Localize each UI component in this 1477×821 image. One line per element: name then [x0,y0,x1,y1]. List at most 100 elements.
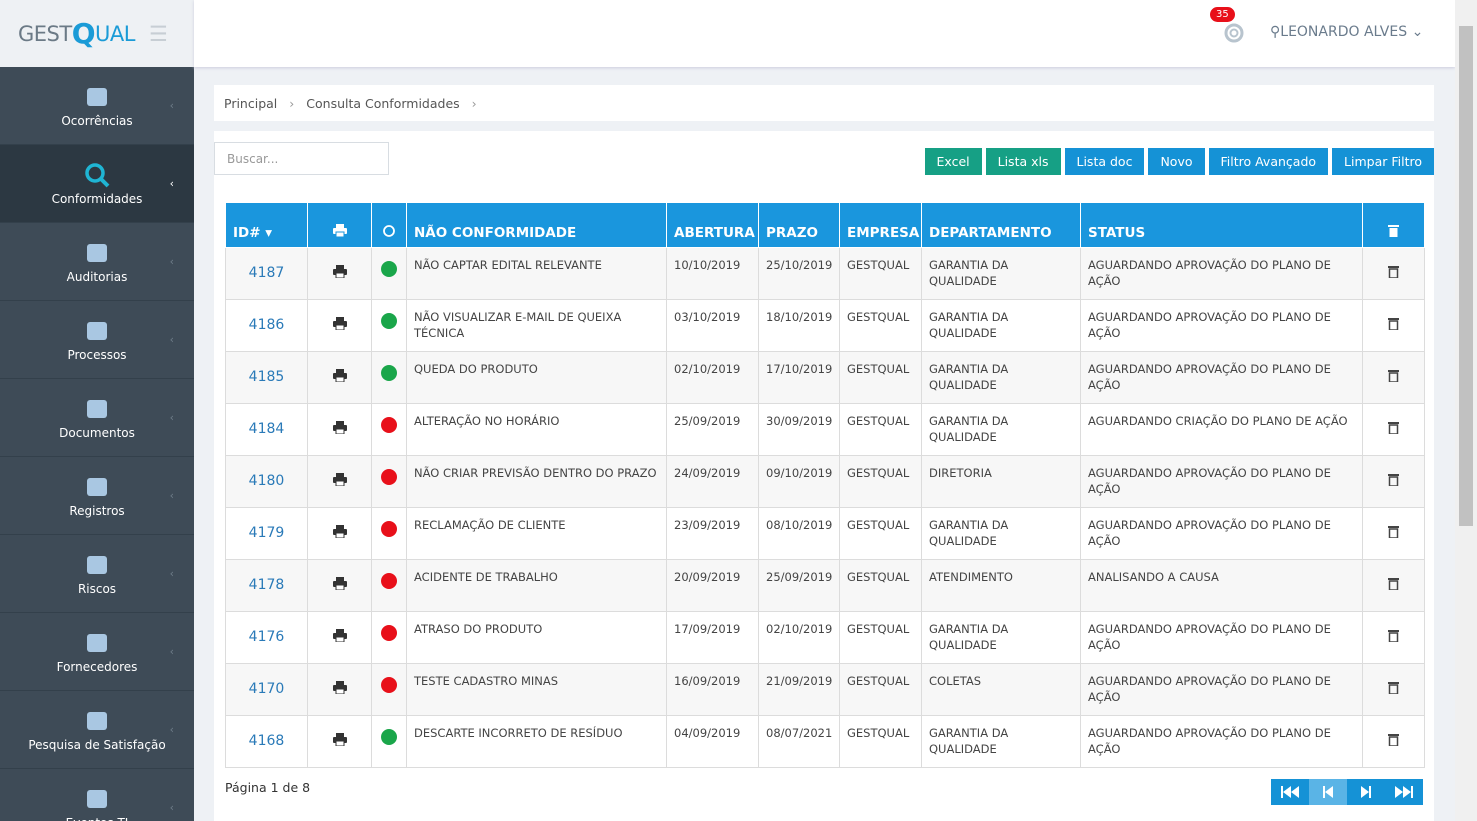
prazo-cell: 18/10/2019 [758,298,840,352]
toolbar-button[interactable]: Lista xls [985,148,1061,175]
logo: GEST Q UAL ☰ [0,0,194,67]
chevron: ‹ [169,411,174,424]
menu-item[interactable]: Documentos ‹ [0,379,194,457]
print-cell[interactable] [307,350,372,404]
id-cell[interactable]: 4184 [225,402,308,456]
menu-item[interactable]: Pesquisa de Satisfação ‹ [0,691,194,769]
toolbar-button[interactable]: Limpar Filtro [1332,148,1434,175]
print-cell[interactable] [307,714,372,768]
nc-cell: NÃO VISUALIZAR E-MAIL DE QUEIXA TÉCNICA [406,298,667,352]
prazo-cell: 17/10/2019 [758,350,840,404]
delete-cell[interactable] [1362,714,1425,768]
status-icon [383,224,395,237]
menu-item[interactable]: Riscos ‹ [0,535,194,613]
menu-item[interactable]: Processos ‹ [0,301,194,379]
menu-item[interactable]: Fornecedores ‹ [0,613,194,691]
button-label: Lista xls [997,154,1049,169]
column-header[interactable]: ABERTURA [666,203,759,248]
menu-item[interactable]: Registros ‹ [0,457,194,535]
column-header[interactable]: EMPRESA [839,203,922,248]
status-dot [381,417,397,433]
departamento-cell: GARANTIA DA QUALIDADE [921,610,1081,664]
menu-item[interactable]: Eventos TI ‹ [0,769,194,821]
print-cell[interactable] [307,506,372,560]
print-cell[interactable] [307,454,372,508]
support-icon[interactable] [1224,23,1244,43]
menu-item[interactable]: Conformidades ‹ [0,145,194,223]
delete-cell[interactable] [1362,350,1425,404]
toolbar-button[interactable]: Novo [1148,148,1205,175]
id-cell[interactable]: 4187 [225,246,308,300]
toolbar-button[interactable]: Lista doc [1064,148,1145,175]
user-menu[interactable]: ⚲LEONARDO ALVES ⌄ [1270,24,1423,40]
abertura-cell: 23/09/2019 [666,506,759,560]
menu-toggle[interactable]: ☰ [148,21,168,46]
empresa-cell: GESTQUAL [839,402,922,456]
id-cell[interactable]: 4179 [225,506,308,560]
delete-cell[interactable] [1362,662,1425,716]
prev-page[interactable] [1309,779,1347,805]
column-header[interactable]: DEPARTAMENTO [921,203,1081,248]
toolbar-button[interactable]: Excel [924,148,982,175]
id-cell[interactable]: 4168 [225,714,308,768]
table-row: 4168 DESCARTE INCORRETO DE RESÍDUO 04/09/2… [225,714,1425,768]
delete-cell[interactable] [1362,246,1425,300]
menu-item[interactable]: Auditorias ‹ [0,223,194,301]
delete-cell[interactable] [1362,454,1425,508]
id-cell[interactable]: 4185 [225,350,308,404]
menu-icon [84,240,110,270]
departamento-cell: DIRETORIA [921,454,1081,508]
id-cell[interactable]: 4186 [225,298,308,352]
column-header[interactable]: ID# ▾ [225,203,308,248]
menu: Ocorrências ‹ Conformidades ‹ Auditorias ‹ Pro… [0,67,194,821]
id-cell[interactable]: 4178 [225,558,308,612]
table-row: 4176 ATRASO DO PRODUTO 17/09/2019 02/10/201… [225,610,1425,664]
print-cell[interactable] [307,610,372,664]
buttons: Excel Lista xls Lista doc Novo Filtro Avança… [924,148,1434,175]
menu-icon [84,552,110,582]
print-cell[interactable] [307,402,372,456]
abertura-cell: 10/10/2019 [666,246,759,300]
print-cell[interactable] [307,298,372,352]
id-cell[interactable]: 4170 [225,662,308,716]
search-input[interactable]: Buscar... [214,142,389,175]
print-cell[interactable] [307,246,372,300]
first-page[interactable] [1271,779,1309,805]
empresa-cell: GESTQUAL [839,246,922,300]
id-cell[interactable]: 4180 [225,454,308,508]
scrollbar[interactable] [1455,0,1477,821]
panel: ID# ▾ NÃO CONFORMIDADE ABERTURA PRAZO EM… [214,183,1434,821]
crumb[interactable]: Principal [224,95,278,111]
status-cell: AGUARDANDO APROVAÇÃO DO PLANO DE AÇÃO [1080,350,1363,404]
column-header[interactable]: NÃO CONFORMIDADE [406,203,667,248]
chevron: ‹ [169,489,174,502]
delete-cell[interactable] [1362,402,1425,456]
departamento-cell: GARANTIA DA QUALIDADE [921,506,1081,560]
id-cell[interactable]: 4176 [225,610,308,664]
status-cell: AGUARDANDO CRIAÇÃO DO PLANO DE AÇÃO [1080,402,1363,456]
departamento-cell: GARANTIA DA QUALIDADE [921,714,1081,768]
crumb[interactable]: Consulta Conformidades [306,95,460,111]
print-cell[interactable] [307,662,372,716]
delete-cell[interactable] [1362,558,1425,612]
menu-label: Documentos [59,425,135,440]
status-dot [381,365,397,381]
nc-cell: ATRASO DO PRODUTO [406,610,667,664]
departamento-cell: GARANTIA DA QUALIDADE [921,350,1081,404]
chevron: ‹ [169,723,174,736]
separator: › [289,95,295,111]
toolbar-button[interactable]: Filtro Avançado [1208,148,1329,175]
table-row: 4179 RECLAMAÇÃO DE CLIENTE 23/09/2019 08/10… [225,506,1425,560]
scroll-thumb[interactable] [1459,26,1473,526]
delete-cell[interactable] [1362,610,1425,664]
column-header[interactable]: PRAZO [758,203,840,248]
delete-cell[interactable] [1362,506,1425,560]
button-label: Excel [936,154,970,169]
column-header[interactable]: STATUS [1080,203,1363,248]
last-page[interactable] [1385,779,1423,805]
caret: ⌄ [1411,24,1424,40]
menu-item[interactable]: Ocorrências ‹ [0,67,194,145]
next-page[interactable] [1347,779,1385,805]
delete-cell[interactable] [1362,298,1425,352]
print-cell[interactable] [307,558,372,612]
